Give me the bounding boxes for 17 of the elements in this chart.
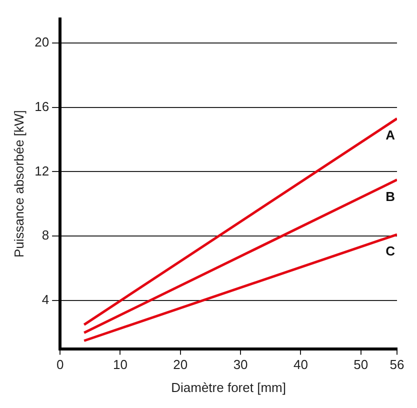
series-label: C	[386, 244, 396, 259]
x-tick-label: 0	[56, 357, 64, 372]
y-tick-label: 20	[34, 34, 50, 50]
x-tick-label: 30	[233, 357, 248, 372]
series-label: B	[386, 188, 395, 204]
x-tick-label: 10	[112, 357, 128, 372]
x-tick-label: 50	[354, 357, 368, 372]
y-tick-label: 4	[42, 292, 50, 308]
x-axis-title: Diamètre foret [mm]	[171, 380, 286, 395]
series-label: A	[386, 128, 396, 143]
y-tick-label: 16	[34, 98, 50, 114]
y-axis-title: Puissance absorbée [kW]	[11, 110, 26, 258]
x-tick-label: 40	[293, 357, 308, 372]
y-tick-label: 12	[34, 163, 50, 178]
y-tick-label: 8	[42, 228, 50, 243]
x-tick-label: 56	[390, 357, 404, 372]
x-tick-label: 20	[173, 357, 188, 372]
